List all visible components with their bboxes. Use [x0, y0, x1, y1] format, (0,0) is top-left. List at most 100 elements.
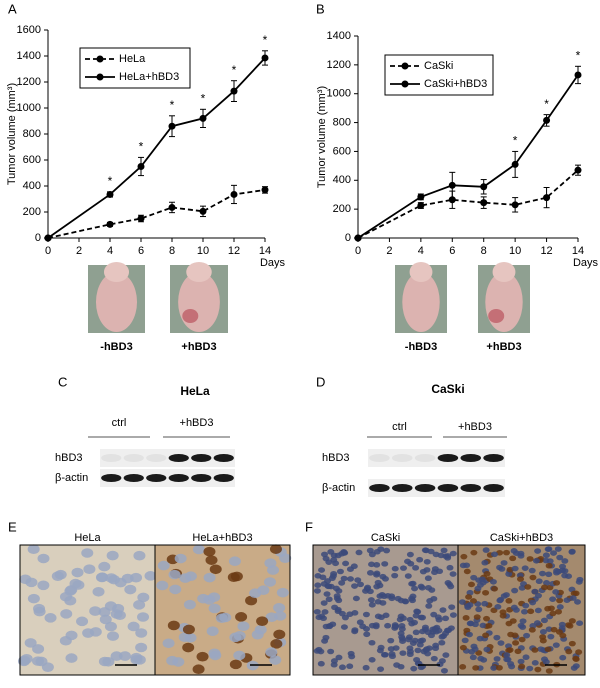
cell [106, 631, 119, 641]
cell [522, 654, 530, 661]
significance-mark: * [232, 63, 237, 77]
x-tick-label: 14 [572, 245, 584, 257]
cell [495, 664, 503, 671]
mouse-head [186, 262, 212, 282]
cell [568, 549, 576, 555]
cell [462, 615, 470, 621]
cell [493, 656, 501, 662]
cell [106, 550, 119, 561]
cell [502, 549, 510, 556]
cell [490, 665, 498, 671]
cell [432, 645, 440, 652]
cell [514, 648, 522, 655]
cell [552, 589, 560, 595]
cell [535, 578, 543, 585]
cell [446, 564, 454, 571]
significance-mark: * [576, 48, 581, 62]
cell [197, 593, 210, 604]
cell [51, 571, 64, 581]
cell [391, 623, 399, 630]
data-point [199, 207, 207, 215]
cell [470, 549, 478, 556]
cell [388, 651, 396, 657]
x-tick-label: 14 [259, 245, 271, 257]
cell [320, 600, 328, 606]
cell [500, 560, 508, 566]
cell [553, 580, 561, 586]
cell [528, 627, 536, 633]
cell [542, 552, 550, 559]
y-tick-label: 400 [23, 180, 41, 192]
cell [545, 562, 553, 569]
cell [387, 637, 395, 644]
data-point [230, 190, 238, 198]
cell [529, 599, 537, 606]
data-point [574, 71, 582, 79]
cell [440, 547, 448, 554]
group-label: ctrl [392, 421, 407, 433]
cell [110, 651, 123, 661]
cell [411, 637, 419, 644]
cell [459, 644, 467, 651]
cell [467, 620, 475, 627]
cell [473, 614, 481, 620]
cell [430, 595, 438, 602]
legend-box [79, 47, 191, 89]
y-tick-label: 1200 [327, 59, 351, 71]
photo-label: -hBD3 [100, 341, 132, 353]
cell [367, 597, 375, 603]
cell [366, 570, 374, 576]
cell [475, 606, 483, 613]
significance-mark: * [170, 98, 175, 112]
cell [112, 603, 125, 614]
photo-label: +hBD3 [181, 341, 216, 353]
x-tick-label: 10 [197, 245, 209, 257]
x-axis-label: Days [260, 257, 286, 269]
cell [237, 621, 250, 632]
cell [135, 628, 148, 638]
cell [269, 655, 282, 665]
cell [379, 600, 387, 606]
cell [416, 641, 424, 648]
cell [511, 565, 519, 572]
cell [20, 654, 33, 664]
blot-band [101, 454, 122, 462]
cell [342, 560, 350, 567]
cell [391, 565, 399, 572]
mouse-body [402, 272, 440, 332]
cell [380, 651, 388, 658]
cell [541, 584, 549, 591]
cell [507, 631, 515, 638]
data-point [417, 193, 425, 201]
cell [568, 618, 576, 624]
cell [428, 587, 436, 593]
cell [346, 663, 354, 670]
cell [206, 626, 219, 636]
cell [478, 576, 486, 583]
cell [549, 610, 557, 617]
cell [528, 567, 536, 574]
legend-label: CaSki [424, 60, 453, 72]
cell [156, 580, 169, 591]
cell [506, 647, 514, 653]
cell [544, 546, 552, 552]
cell [472, 665, 480, 671]
cell [377, 666, 385, 672]
cell [135, 642, 148, 653]
cell [521, 608, 529, 615]
cell [423, 558, 431, 565]
cell [539, 634, 547, 640]
cell [572, 590, 580, 597]
cell [510, 548, 518, 554]
cell [96, 572, 109, 583]
cell [124, 584, 137, 595]
cell [465, 631, 473, 638]
data-point [543, 194, 551, 202]
cell [373, 571, 381, 578]
data-point [168, 122, 176, 130]
cell [104, 621, 117, 632]
cell [414, 608, 422, 615]
cell [351, 627, 359, 633]
cell [476, 635, 484, 642]
cell [144, 571, 157, 581]
